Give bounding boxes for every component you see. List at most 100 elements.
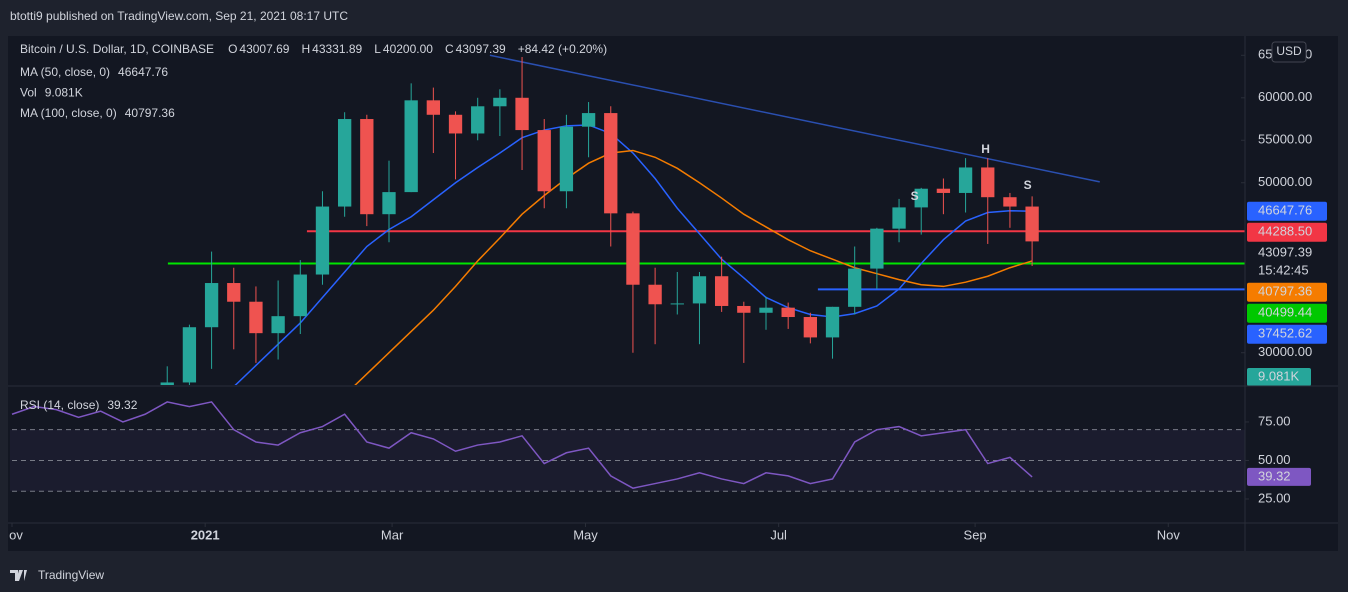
pattern-label: S bbox=[1024, 178, 1032, 192]
candle-body bbox=[848, 268, 862, 307]
ohlc-key: O bbox=[228, 42, 237, 56]
candle-body bbox=[337, 119, 352, 207]
candle-body bbox=[515, 97, 529, 131]
candle-body bbox=[981, 167, 995, 198]
y-tick-label: 60000.00 bbox=[1258, 89, 1312, 104]
candle-body bbox=[604, 113, 618, 214]
currency[interactable]: USD bbox=[1276, 44, 1302, 58]
candle-body bbox=[360, 119, 374, 215]
price-marker bbox=[1247, 201, 1327, 221]
rsi-pane bbox=[10, 401, 1245, 492]
candle-body bbox=[493, 97, 507, 107]
price-marker-label: 46647.76 bbox=[1258, 203, 1312, 218]
candle-body bbox=[936, 188, 951, 193]
candle-body bbox=[692, 276, 707, 304]
y-tick-label: 30000.00 bbox=[1258, 344, 1312, 359]
candle-body bbox=[714, 276, 729, 306]
symbol-title: Bitcoin / U.S. Dollar, 1D, COINBASE bbox=[20, 42, 214, 56]
publisher: btotti9 published on TradingView.com, Se… bbox=[10, 9, 348, 23]
ohlc-key: L bbox=[374, 42, 381, 56]
overlay: 30000.0050000.0055000.0060000.0065000.00… bbox=[9, 41, 1327, 542]
candle-body bbox=[426, 100, 441, 115]
candle-body bbox=[293, 274, 307, 317]
candle-body bbox=[958, 167, 973, 193]
volume-marker bbox=[1247, 368, 1311, 386]
x-tick-label: 2021 bbox=[191, 527, 220, 542]
x-tick-label: Nov bbox=[1157, 527, 1181, 542]
currency-button[interactable] bbox=[1271, 41, 1307, 63]
candle-body bbox=[626, 213, 640, 285]
ohlc-value: 43097.39 bbox=[456, 42, 506, 56]
price-marker bbox=[1247, 222, 1327, 242]
rsi-name: RSI (14, close) bbox=[20, 398, 99, 412]
candle-body bbox=[737, 305, 751, 313]
candle-body bbox=[160, 382, 174, 385]
candle-body bbox=[914, 188, 928, 208]
indicator-value: 9.081K bbox=[45, 86, 83, 100]
trendline bbox=[489, 54, 1100, 183]
pattern-label: H bbox=[981, 142, 990, 156]
candle-body bbox=[1025, 206, 1039, 242]
price-marker bbox=[1247, 243, 1327, 282]
candle-body bbox=[803, 317, 817, 338]
rsi-value: 39.32 bbox=[107, 398, 137, 412]
price-marker-label: 44288.50 bbox=[1258, 224, 1312, 239]
candle-body bbox=[271, 316, 285, 334]
x-tick-label: Sep bbox=[964, 527, 987, 542]
candle-body bbox=[559, 126, 574, 192]
ohlc-key: C bbox=[445, 42, 454, 56]
price-marker bbox=[1247, 282, 1327, 302]
y-tick-label: 50000.00 bbox=[1258, 174, 1312, 189]
candle-body bbox=[670, 303, 684, 305]
rsi-tick-label: 75.00 bbox=[1258, 413, 1291, 428]
volume-marker-label: 9.081K bbox=[1258, 368, 1300, 383]
price-marker bbox=[1247, 324, 1327, 344]
ma100-line bbox=[354, 149, 1033, 385]
rsi-tick-label: 50.00 bbox=[1258, 452, 1291, 467]
candle-body bbox=[781, 307, 795, 318]
rsi-tick-label: 25.00 bbox=[1258, 490, 1291, 505]
y-tick-label: 55000.00 bbox=[1258, 132, 1312, 147]
x-tick-label: Mar bbox=[381, 527, 404, 542]
candle-body bbox=[892, 207, 906, 229]
candle-body bbox=[759, 307, 773, 313]
indicator-name: Vol bbox=[20, 86, 37, 100]
indicator-value: 40797.36 bbox=[125, 106, 175, 120]
candle-body bbox=[537, 130, 551, 192]
countdown: 15:42:45 bbox=[1258, 263, 1309, 278]
candle-body bbox=[382, 192, 396, 215]
candle-body bbox=[182, 327, 197, 383]
brand: TradingView bbox=[38, 568, 104, 582]
indicator-name: MA (50, close, 0) bbox=[20, 65, 110, 79]
price-marker-label: 40797.36 bbox=[1258, 284, 1312, 299]
x-tick-label: Jul bbox=[770, 527, 787, 542]
rsi-marker bbox=[1247, 467, 1311, 486]
candle-body bbox=[448, 114, 463, 134]
price-marker-label: 37452.62 bbox=[1258, 326, 1312, 341]
rsi-line bbox=[11, 401, 1033, 489]
candle-body bbox=[1003, 197, 1017, 207]
candle-body bbox=[204, 283, 219, 328]
ohlc-value: 40200.00 bbox=[383, 42, 433, 56]
ohlc-key: H bbox=[301, 42, 310, 56]
price-marker bbox=[1247, 303, 1327, 323]
candle-body bbox=[315, 206, 330, 275]
candle-body bbox=[825, 306, 840, 338]
main-pane: H S S bbox=[160, 54, 1245, 385]
ohlc-value: 43007.69 bbox=[239, 42, 289, 56]
indicator-name: MA (100, close, 0) bbox=[20, 106, 117, 120]
candle-body bbox=[404, 100, 418, 193]
rsi-marker-label: 39.32 bbox=[1258, 468, 1291, 483]
candle-body bbox=[249, 301, 263, 334]
candle-body bbox=[581, 113, 596, 127]
indicator-value: 46647.76 bbox=[118, 65, 168, 79]
candle-body bbox=[870, 228, 884, 269]
candle-body bbox=[648, 284, 662, 305]
candle-body bbox=[227, 283, 241, 302]
candle-body bbox=[471, 106, 485, 134]
logo: TradingView bbox=[10, 568, 104, 582]
x-tick-label: ov bbox=[9, 527, 23, 542]
change: +84.42 (+0.20%) bbox=[518, 42, 607, 56]
